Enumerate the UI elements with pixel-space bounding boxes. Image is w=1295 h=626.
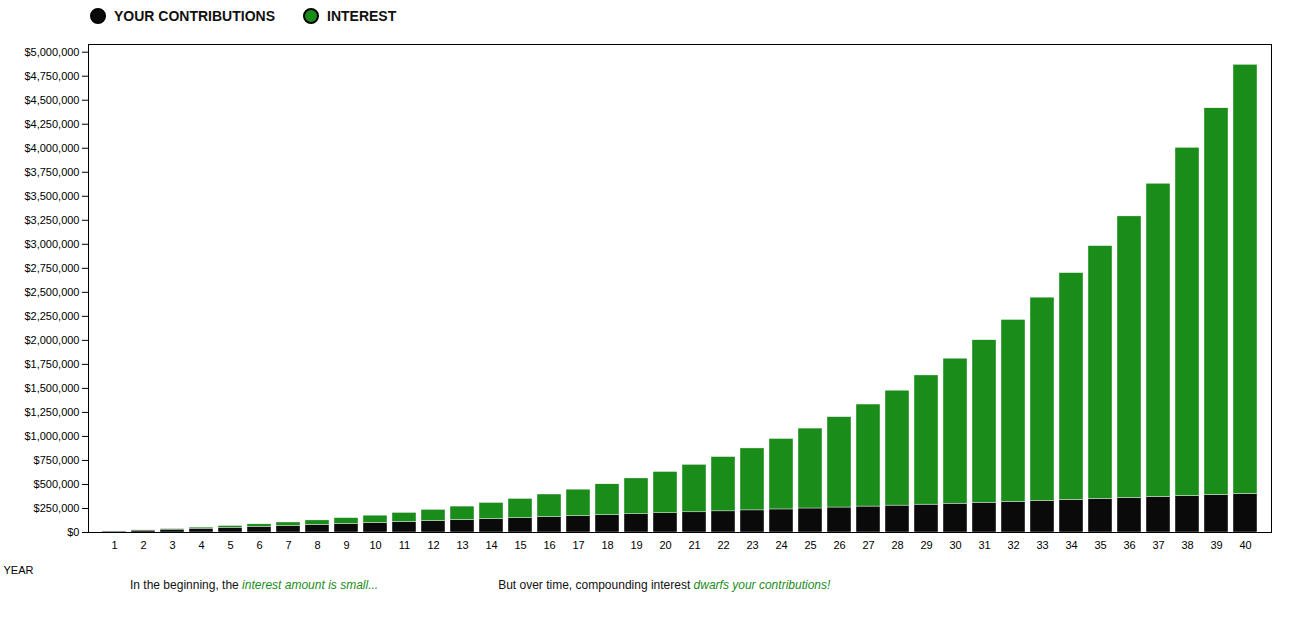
svg-text:$250,000: $250,000 bbox=[34, 502, 80, 514]
svg-text:34: 34 bbox=[1065, 539, 1077, 551]
svg-text:1: 1 bbox=[111, 539, 117, 551]
svg-text:$1,250,000: $1,250,000 bbox=[24, 406, 79, 418]
svg-text:9: 9 bbox=[343, 539, 349, 551]
svg-text:10: 10 bbox=[369, 539, 381, 551]
html-text:But over time, compounding int: But over time, compounding interest dwar… bbox=[498, 578, 831, 592]
svg-text:$1,750,000: $1,750,000 bbox=[24, 358, 79, 370]
svg-text:26: 26 bbox=[833, 539, 845, 551]
svg-text:29: 29 bbox=[920, 539, 932, 551]
svg-text:$4,750,000: $4,750,000 bbox=[24, 70, 79, 82]
svg-text:23: 23 bbox=[746, 539, 758, 551]
svg-text:8: 8 bbox=[314, 539, 320, 551]
svg-text:5: 5 bbox=[227, 539, 233, 551]
svg-text:$3,250,000: $3,250,000 bbox=[24, 214, 79, 226]
svg-text:39: 39 bbox=[1210, 539, 1222, 551]
svg-text:$5,000,000: $5,000,000 bbox=[24, 46, 79, 58]
svg-text:25: 25 bbox=[804, 539, 816, 551]
svg-text:$2,500,000: $2,500,000 bbox=[24, 286, 79, 298]
svg-text:21: 21 bbox=[688, 539, 700, 551]
svg-text:18: 18 bbox=[601, 539, 613, 551]
svg-text:14: 14 bbox=[485, 539, 497, 551]
svg-text:$2,000,000: $2,000,000 bbox=[24, 334, 79, 346]
svg-text:YEAR: YEAR bbox=[4, 564, 34, 576]
svg-text:4: 4 bbox=[198, 539, 204, 551]
svg-text:30: 30 bbox=[949, 539, 961, 551]
svg-text:$0: $0 bbox=[67, 526, 79, 538]
svg-text:7: 7 bbox=[285, 539, 291, 551]
html-text:INTEREST: INTEREST bbox=[327, 8, 397, 24]
svg-text:38: 38 bbox=[1181, 539, 1193, 551]
svg-text:$1,500,000: $1,500,000 bbox=[24, 382, 79, 394]
svg-text:35: 35 bbox=[1094, 539, 1106, 551]
svg-text:19: 19 bbox=[630, 539, 642, 551]
svg-text:$3,000,000: $3,000,000 bbox=[24, 238, 79, 250]
svg-text:17: 17 bbox=[572, 539, 584, 551]
svg-text:$3,500,000: $3,500,000 bbox=[24, 190, 79, 202]
svg-text:$4,500,000: $4,500,000 bbox=[24, 94, 79, 106]
svg-text:$3,750,000: $3,750,000 bbox=[24, 166, 79, 178]
svg-text:12: 12 bbox=[427, 539, 439, 551]
svg-text:22: 22 bbox=[717, 539, 729, 551]
svg-text:13: 13 bbox=[456, 539, 468, 551]
svg-text:3: 3 bbox=[169, 539, 175, 551]
html-text:In the beginning, the interest: In the beginning, the interest amount is… bbox=[130, 578, 379, 592]
svg-text:16: 16 bbox=[543, 539, 555, 551]
svg-text:2: 2 bbox=[140, 539, 146, 551]
svg-text:20: 20 bbox=[659, 539, 671, 551]
svg-text:36: 36 bbox=[1123, 539, 1135, 551]
svg-text:32: 32 bbox=[1007, 539, 1019, 551]
svg-text:$2,250,000: $2,250,000 bbox=[24, 310, 79, 322]
svg-text:28: 28 bbox=[891, 539, 903, 551]
svg-text:33: 33 bbox=[1036, 539, 1048, 551]
svg-text:31: 31 bbox=[978, 539, 990, 551]
svg-text:$4,250,000: $4,250,000 bbox=[24, 118, 79, 130]
svg-text:24: 24 bbox=[775, 539, 787, 551]
svg-text:15: 15 bbox=[514, 539, 526, 551]
svg-text:$750,000: $750,000 bbox=[34, 454, 80, 466]
html-text:YOUR CONTRIBUTIONS: YOUR CONTRIBUTIONS bbox=[114, 8, 275, 24]
svg-text:$1,000,000: $1,000,000 bbox=[24, 430, 79, 442]
svg-text:37: 37 bbox=[1152, 539, 1164, 551]
svg-text:11: 11 bbox=[399, 539, 410, 551]
svg-text:$2,750,000: $2,750,000 bbox=[24, 262, 79, 274]
svg-text:40: 40 bbox=[1239, 539, 1251, 551]
svg-text:$4,000,000: $4,000,000 bbox=[24, 142, 79, 154]
svg-text:$500,000: $500,000 bbox=[34, 478, 80, 490]
svg-text:6: 6 bbox=[256, 539, 262, 551]
svg-text:27: 27 bbox=[862, 539, 874, 551]
